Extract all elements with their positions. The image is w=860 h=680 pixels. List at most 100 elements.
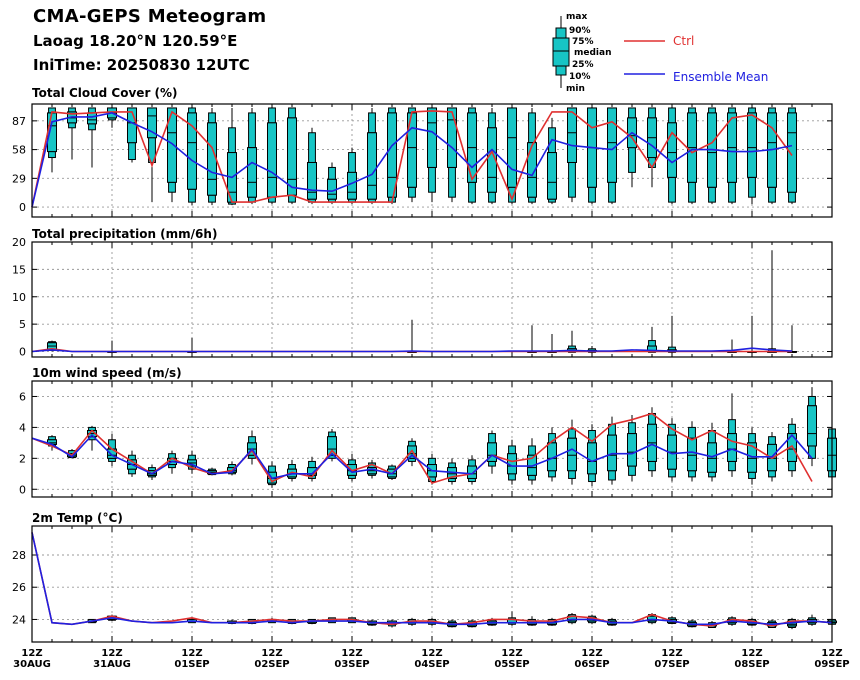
box-cloud <box>187 107 197 206</box>
location-label: Laoag 18.20°N 120.59°E <box>33 32 238 50</box>
box-precip <box>787 325 797 353</box>
box-upper-tail <box>228 127 236 154</box>
y-tick-label: 20 <box>12 236 26 249</box>
box-cloud <box>507 107 517 205</box>
box-wind <box>667 418 677 482</box>
x-tick-label-time: 12Z <box>581 648 602 659</box>
box-iqr <box>687 437 697 472</box>
box-upper-tail <box>668 107 676 124</box>
panel-frame-temp <box>31 525 833 643</box>
y-tick-label: 24 <box>12 613 26 626</box>
box-upper-tail <box>488 433 496 444</box>
mean-line-wind <box>31 433 813 480</box>
box-iqr <box>787 112 797 193</box>
box-upper-tail <box>748 433 756 444</box>
box-upper-tail <box>788 423 796 435</box>
mean-line-temp <box>31 532 833 626</box>
box-lower-tail <box>768 186 776 203</box>
box-wind <box>287 459 297 482</box>
box-wind <box>587 424 597 487</box>
ctrl-line-cloud <box>31 110 793 208</box>
box-upper-tail <box>308 460 316 469</box>
y-tick-label: 58 <box>12 144 26 157</box>
box-upper-tail <box>468 107 476 114</box>
box-lower-tail <box>488 460 496 467</box>
box-iqr <box>367 132 377 200</box>
box-cloud <box>207 107 217 206</box>
box-cloud <box>127 107 137 163</box>
x-tick-label-date: 06SEP <box>574 659 609 670</box>
box-lower-tail <box>768 470 776 478</box>
box-lower-tail <box>668 468 676 478</box>
box-iqr <box>287 117 297 196</box>
box-iqr <box>187 112 197 190</box>
box-cloud <box>167 107 177 203</box>
box-lower-tail <box>608 470 616 481</box>
box-lower-tail <box>428 166 436 193</box>
legend-box-label-p75: 75% <box>572 37 594 47</box>
box-iqr <box>267 122 277 198</box>
box-wind <box>407 438 417 467</box>
box-cloud <box>287 107 297 205</box>
box-upper-tail <box>508 445 516 455</box>
box-iqr <box>487 442 497 462</box>
legend: max 90% 75% median 25% 10% min Ctrl Ense… <box>552 12 768 94</box>
box-upper-tail <box>248 436 256 444</box>
panel-precip: Total precipitation (mm/6h) 0 5 10 15 20 <box>12 227 833 359</box>
box-upper-tail <box>568 428 576 439</box>
box-lower-tail <box>588 186 596 203</box>
box-cloud <box>67 107 77 160</box>
box-iqr <box>387 112 397 198</box>
box-cloud <box>247 107 257 205</box>
legend-box-label-median: median <box>574 48 612 58</box>
box-lower-tail <box>468 181 476 203</box>
box-lower-tail <box>708 186 716 203</box>
box-upper-tail <box>528 445 536 456</box>
y-tick-label: 28 <box>12 549 26 562</box>
chart-title: CMA-GEPS Meteogram <box>33 6 267 27</box>
x-tick-label-date: 07SEP <box>654 659 689 670</box>
box-upper-tail <box>768 436 776 445</box>
box-lower-tail <box>588 473 596 483</box>
box-upper-tail <box>248 112 256 149</box>
box-lower-tail <box>668 176 676 203</box>
legend-box-label-min: min <box>566 84 585 94</box>
box-cloud <box>547 117 557 205</box>
box-cloud <box>367 107 377 205</box>
panel-frame-wind <box>31 380 833 498</box>
x-tick-label-date: 02SEP <box>254 659 289 670</box>
box-lower-tail <box>688 181 696 203</box>
box-iqr <box>567 437 577 472</box>
box-cloud <box>147 107 157 203</box>
box-wind <box>487 430 497 474</box>
box-upper-tail <box>268 465 276 473</box>
box-cloud <box>787 107 797 205</box>
box-lower-tail <box>208 194 216 203</box>
box-iqr <box>807 405 817 447</box>
box-wind <box>547 427 557 482</box>
box-lower-tail <box>128 142 136 161</box>
box-upper-tail <box>388 107 396 114</box>
box-cloud <box>47 107 57 173</box>
box-lower-tail <box>728 181 736 203</box>
box-precip <box>187 337 197 353</box>
box-lower-tail <box>648 460 656 472</box>
box-lower-tail <box>708 471 716 478</box>
box-iqr <box>307 161 317 200</box>
y-tick-label: 29 <box>12 172 26 185</box>
box-lower-tail <box>488 191 496 203</box>
x-tick-label-date: 04SEP <box>414 659 449 670</box>
x-tick-label-time: 12Z <box>181 648 202 659</box>
panel-title-temp: 2m Temp (°C) <box>32 511 123 525</box>
box-iqr <box>247 147 257 198</box>
box-wind <box>727 393 737 477</box>
box-cloud <box>727 107 737 205</box>
box-iqr <box>87 112 97 125</box>
box-iqr <box>727 433 737 462</box>
box-cloud <box>707 107 717 205</box>
box-precip <box>107 340 117 353</box>
box-upper-tail <box>628 107 636 119</box>
box-temp <box>807 614 817 626</box>
box-upper-tail <box>728 419 736 435</box>
